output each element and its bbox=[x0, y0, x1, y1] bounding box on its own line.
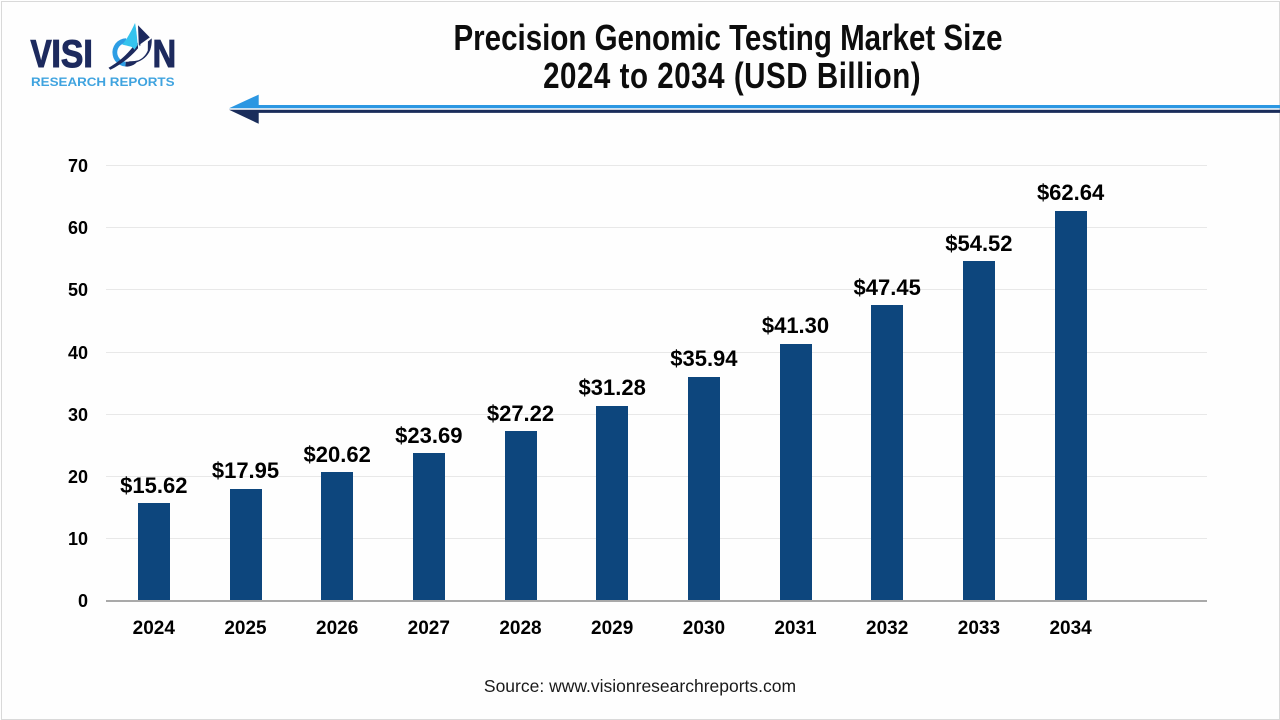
svg-text:I: I bbox=[83, 32, 93, 75]
svg-text:RESEARCH REPORTS: RESEARCH REPORTS bbox=[31, 75, 175, 89]
svg-text:N: N bbox=[153, 32, 176, 75]
svg-text:S: S bbox=[61, 32, 83, 76]
svg-text:I: I bbox=[51, 32, 61, 75]
svg-text:V: V bbox=[31, 33, 53, 76]
